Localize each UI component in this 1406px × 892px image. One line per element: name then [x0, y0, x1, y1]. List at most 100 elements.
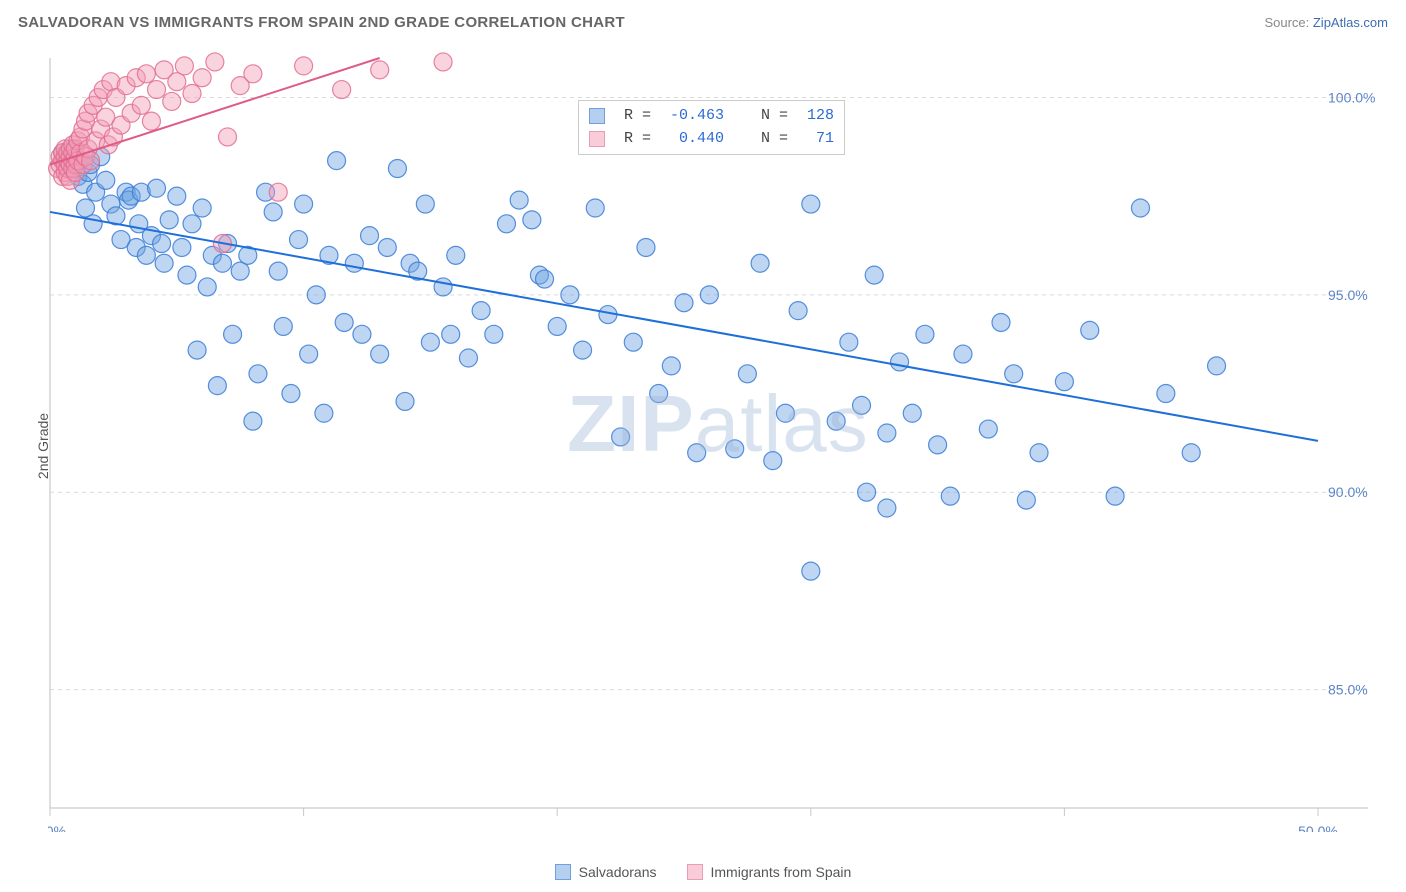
legend-swatch [589, 108, 605, 124]
data-point [586, 199, 604, 217]
source-link[interactable]: ZipAtlas.com [1313, 15, 1388, 30]
data-point [434, 278, 452, 296]
svg-text:0.0%: 0.0% [48, 823, 66, 832]
data-point [264, 203, 282, 221]
data-point [497, 215, 515, 233]
data-point [624, 333, 642, 351]
data-point [776, 404, 794, 422]
data-point [1182, 444, 1200, 462]
data-point [434, 53, 452, 71]
data-point [148, 179, 166, 197]
data-point [269, 262, 287, 280]
data-point [307, 286, 325, 304]
data-point [300, 345, 318, 363]
data-point [802, 195, 820, 213]
data-point [979, 420, 997, 438]
data-point [193, 69, 211, 87]
data-point [561, 286, 579, 304]
data-point [183, 215, 201, 233]
data-point [764, 452, 782, 470]
data-point [840, 333, 858, 351]
data-point [650, 385, 668, 403]
data-point [137, 246, 155, 264]
data-point [891, 353, 909, 371]
data-point [193, 199, 211, 217]
data-point [160, 211, 178, 229]
data-point [1030, 444, 1048, 462]
data-point [168, 187, 186, 205]
data-point [396, 392, 414, 410]
data-point [244, 65, 262, 83]
data-point [447, 246, 465, 264]
data-point [688, 444, 706, 462]
data-point [378, 238, 396, 256]
data-point [244, 412, 262, 430]
data-point [295, 195, 313, 213]
data-point [315, 404, 333, 422]
data-point [929, 436, 947, 454]
data-point [789, 302, 807, 320]
data-point [853, 396, 871, 414]
data-point [523, 211, 541, 229]
data-point [173, 238, 191, 256]
data-point [878, 424, 896, 442]
data-point [353, 325, 371, 343]
legend-item: Immigrants from Spain [687, 864, 852, 880]
data-point [536, 270, 554, 288]
data-point [421, 333, 439, 351]
data-point [132, 96, 150, 114]
data-point [219, 128, 237, 146]
data-point [878, 499, 896, 517]
regression-line [50, 212, 1318, 441]
data-point [345, 254, 363, 272]
scatter-chart: 85.0%90.0%95.0%100.0%0.0%50.0% [48, 48, 1388, 832]
data-point [802, 562, 820, 580]
stats-row: R = 0.440 N = 71 [589, 128, 834, 151]
data-point [1055, 373, 1073, 391]
data-point [1081, 321, 1099, 339]
legend-label: Salvadorans [579, 864, 657, 880]
data-point [163, 92, 181, 110]
data-point [941, 487, 959, 505]
data-point [224, 325, 242, 343]
data-point [1208, 357, 1226, 375]
data-point [827, 412, 845, 430]
data-point [612, 428, 630, 446]
data-point [328, 152, 346, 170]
chart-area: 85.0%90.0%95.0%100.0%0.0%50.0% ZIPatlas … [48, 48, 1388, 832]
data-point [726, 440, 744, 458]
source-label: Source: ZipAtlas.com [1264, 15, 1388, 30]
data-point [274, 317, 292, 335]
data-point [148, 81, 166, 99]
data-point [700, 286, 718, 304]
data-point [1005, 365, 1023, 383]
data-point [738, 365, 756, 383]
data-point [97, 171, 115, 189]
data-point [155, 254, 173, 272]
data-point [1017, 491, 1035, 509]
data-point [858, 483, 876, 501]
data-point [198, 278, 216, 296]
data-point [84, 215, 102, 233]
data-point [992, 313, 1010, 331]
data-point [282, 385, 300, 403]
data-point [388, 160, 406, 178]
data-point [175, 57, 193, 75]
data-point [269, 183, 287, 201]
data-point [153, 235, 171, 253]
data-point [178, 266, 196, 284]
data-point [916, 325, 934, 343]
svg-text:50.0%: 50.0% [1298, 823, 1338, 832]
data-point [574, 341, 592, 359]
data-point [188, 341, 206, 359]
data-point [510, 191, 528, 209]
data-point [675, 294, 693, 312]
data-point [290, 231, 308, 249]
data-point [751, 254, 769, 272]
chart-title: SALVADORAN VS IMMIGRANTS FROM SPAIN 2ND … [18, 14, 625, 31]
data-point [954, 345, 972, 363]
data-point [1106, 487, 1124, 505]
data-point [361, 227, 379, 245]
stats-legend-box: R = -0.463 N = 128 R = 0.440 N = 71 [578, 100, 845, 155]
data-point [371, 61, 389, 79]
